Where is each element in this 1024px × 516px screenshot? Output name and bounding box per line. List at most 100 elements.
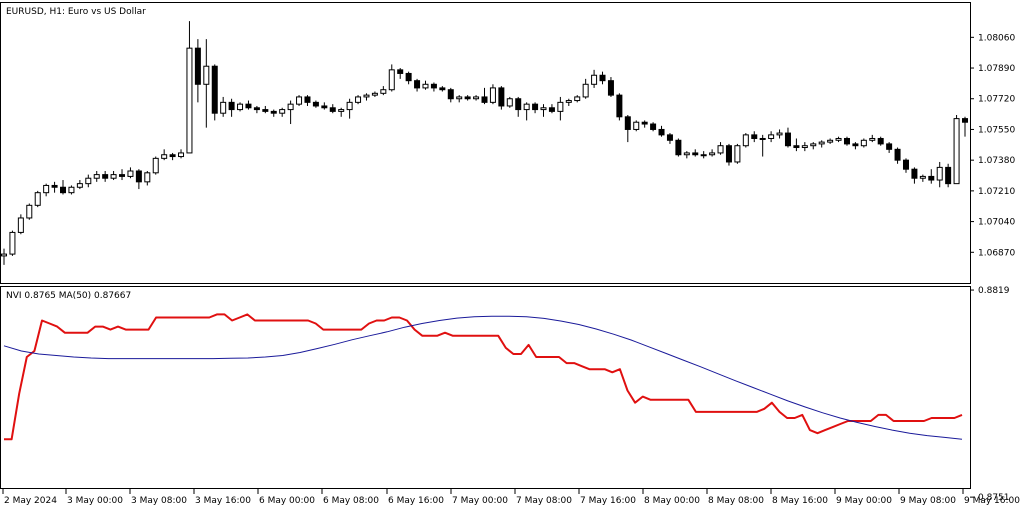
candle [591, 69, 598, 88]
indicator-lines [3, 313, 963, 441]
candle [439, 86, 446, 92]
candle [692, 149, 699, 157]
candle-body [262, 109, 269, 112]
candle-body [439, 87, 446, 91]
candle [85, 174, 92, 188]
candle-body [363, 94, 370, 98]
time-tick-label: 3 May 00:00 [67, 496, 123, 506]
candle [532, 102, 539, 114]
candle-body [245, 103, 252, 109]
candle-body [102, 174, 109, 179]
candle-body [869, 137, 876, 141]
candle [186, 21, 193, 154]
candle [76, 180, 83, 190]
candle-body [237, 103, 244, 111]
candle [793, 138, 800, 152]
candle-body [85, 177, 92, 185]
candle [666, 133, 673, 144]
time-tick-label: 7 May 08:00 [516, 496, 572, 506]
candle-body [1, 253, 7, 257]
candle [194, 39, 201, 103]
candle [380, 86, 387, 96]
candle-body [397, 69, 404, 74]
candle-body [93, 174, 100, 179]
candle-body [371, 92, 378, 96]
candle-body [338, 109, 345, 112]
time-tick-label: 9 May 00:00 [836, 496, 892, 506]
candle-body [582, 83, 589, 98]
candle [683, 151, 690, 159]
candle [237, 102, 244, 112]
candle-body [557, 101, 564, 112]
price-tick-label: 1.07380 [978, 156, 1015, 166]
candle [211, 64, 218, 121]
candle [388, 64, 395, 92]
candle-body [624, 116, 631, 130]
candle [523, 102, 530, 121]
candle [860, 138, 867, 148]
candle [456, 95, 463, 103]
chart-title: EURUSD, H1: Euro vs US Dollar [6, 7, 146, 17]
candle-body [9, 231, 16, 255]
candle-body [312, 101, 319, 107]
candle-body [321, 105, 328, 109]
candle-body [759, 137, 766, 140]
candle-body [119, 174, 126, 177]
candle-body [481, 96, 488, 103]
candle [751, 131, 758, 143]
candle [489, 84, 496, 105]
candle-body [296, 96, 303, 105]
candle-body [169, 154, 176, 158]
candle-body [886, 143, 893, 150]
candle-body [186, 47, 193, 154]
candle [329, 104, 336, 114]
candle-body [515, 98, 522, 111]
candle-body [742, 134, 749, 147]
candle [321, 102, 328, 110]
candle [928, 169, 935, 184]
candle-body [43, 184, 50, 194]
candle [548, 104, 555, 114]
candle-body [161, 154, 168, 159]
candle [742, 133, 749, 148]
candle [835, 136, 842, 143]
candle [658, 125, 665, 137]
candle [759, 134, 766, 157]
candle [557, 96, 564, 121]
candle [962, 116, 968, 137]
candle-body [405, 72, 412, 82]
candle [43, 183, 50, 197]
price-tick-label: 1.07040 [978, 218, 1015, 228]
time-tick-label: 9 May 16:00 [964, 496, 1020, 506]
candle-body [827, 139, 834, 143]
candle [852, 142, 859, 150]
candle [9, 230, 16, 256]
candle-body [666, 134, 673, 141]
candle-body [304, 96, 311, 103]
candle [135, 169, 142, 190]
time-tick-label: 8 May 16:00 [772, 496, 828, 506]
candle-body [945, 166, 952, 185]
candle-body [220, 101, 227, 114]
candle [414, 78, 421, 92]
candle-body [203, 65, 210, 85]
candle-body [835, 137, 842, 141]
candle [717, 142, 724, 155]
candle-body [565, 100, 572, 103]
candle [34, 190, 41, 208]
time-tick-label: 6 May 08:00 [323, 496, 379, 506]
candle [810, 142, 817, 150]
indicator-panel [0, 286, 971, 489]
candle [169, 152, 176, 161]
candle-body [768, 134, 775, 139]
candle [270, 109, 277, 117]
candle [700, 151, 707, 159]
price-tick-label: 1.07550 [978, 125, 1015, 135]
price-tick-label: 1.08060 [978, 33, 1015, 43]
candle-body [700, 154, 707, 157]
candle-body [287, 103, 294, 111]
candle [447, 87, 454, 103]
candle-body [523, 103, 530, 111]
candle [127, 167, 134, 179]
candle [650, 122, 657, 132]
